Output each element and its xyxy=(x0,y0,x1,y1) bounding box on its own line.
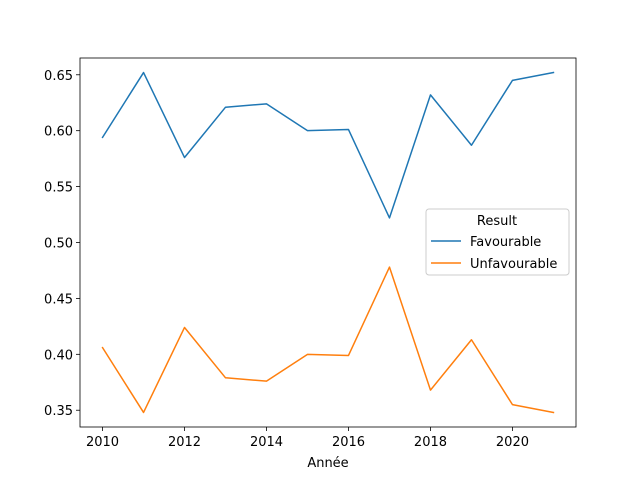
series-line-unfavourable xyxy=(101,266,555,414)
legend-box xyxy=(425,208,570,276)
x-tick-label: 2016 xyxy=(332,435,365,450)
legend-label-unfavourable: Unfavourable xyxy=(470,257,557,272)
x-axis: 2010 2012 2014 2016 2018 2020 xyxy=(86,427,529,450)
y-tick-label: 0.60 xyxy=(44,125,73,140)
x-axis-label: Année xyxy=(307,456,348,471)
x-tick-label: 2018 xyxy=(414,435,447,450)
x-tick-label: 2020 xyxy=(496,435,529,450)
legend-label-favourable: Favourable xyxy=(470,235,541,250)
y-tick-label: 0.35 xyxy=(44,404,73,419)
y-axis: 0.35 0.40 0.45 0.50 0.55 0.60 0.65 xyxy=(44,69,80,419)
legend-title: Result xyxy=(477,214,517,229)
x-tick-label: 2010 xyxy=(86,435,119,450)
y-tick-label: 0.45 xyxy=(44,292,73,307)
y-tick-label: 0.55 xyxy=(44,181,73,196)
x-tick-label: 2012 xyxy=(168,435,201,450)
y-tick-label: 0.65 xyxy=(44,69,73,84)
plot-frame xyxy=(79,57,577,428)
x-tick-label: 2014 xyxy=(250,435,283,450)
series-layer xyxy=(101,71,555,414)
y-tick-label: 0.40 xyxy=(44,348,73,363)
y-tick-label: 0.50 xyxy=(44,237,73,252)
series-line-favourable xyxy=(101,71,555,219)
legend: Result Favourable Unfavourable xyxy=(425,208,570,276)
